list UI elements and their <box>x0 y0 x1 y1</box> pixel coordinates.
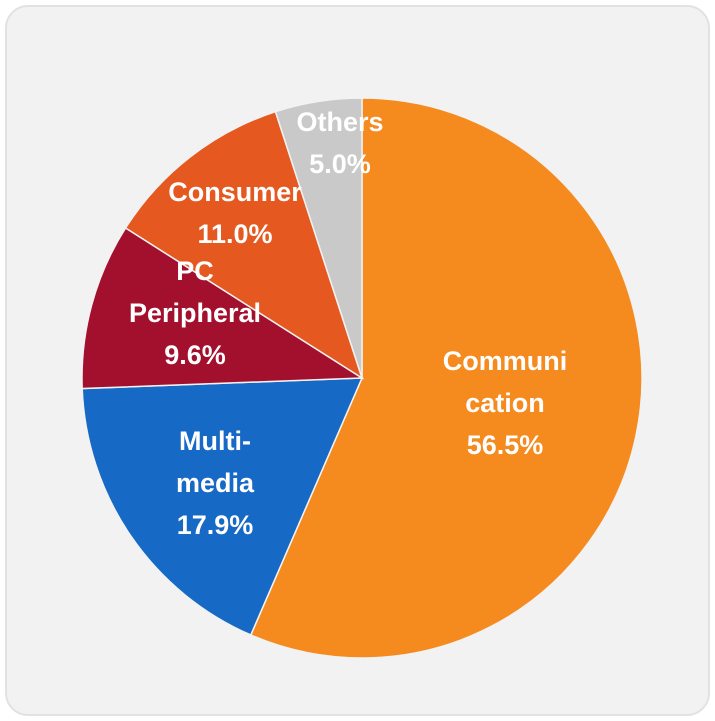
pie <box>81 97 643 659</box>
category-label: Others <box>296 107 383 137</box>
category-label: Consumer <box>168 177 302 207</box>
category-label: Communi cation <box>443 346 568 418</box>
value-label: 9.6% <box>164 340 226 370</box>
category-label: Multi-media <box>176 426 255 498</box>
pie-slice <box>81 226 365 390</box>
pie-slice <box>124 110 364 380</box>
pie-slice <box>274 97 363 379</box>
value-label: 5.0% <box>309 149 371 179</box>
value-label: 11.0% <box>197 219 272 249</box>
category-label: PC Peripheral <box>129 256 261 328</box>
value-label: 56.5% <box>467 430 544 460</box>
pie-slice <box>249 97 643 659</box>
pie-slice <box>81 377 364 636</box>
labels: Communi cation 56.5% Multi-media 17.9% PC Peri… <box>129 107 567 540</box>
value-label: 17.9% <box>177 510 254 540</box>
